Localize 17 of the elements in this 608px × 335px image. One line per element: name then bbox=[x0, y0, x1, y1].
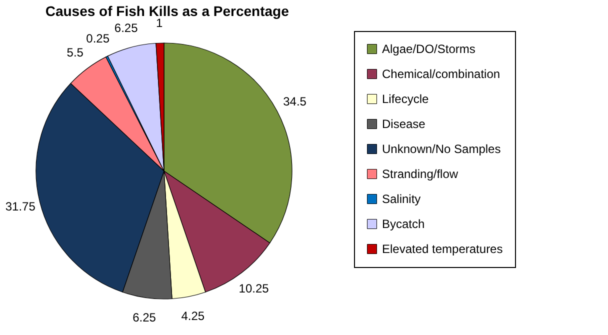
data-label: 4.25 bbox=[181, 309, 205, 324]
data-label: 34.5 bbox=[283, 94, 307, 109]
data-label: 0.25 bbox=[86, 32, 110, 46]
data-label: 5.5 bbox=[66, 46, 84, 60]
data-label: 6.25 bbox=[132, 310, 156, 325]
data-label: 6.25 bbox=[114, 20, 138, 35]
legend-label: Algae/DO/Storms bbox=[382, 42, 476, 56]
legend-label: Disease bbox=[382, 117, 426, 131]
legend-label: Lifecycle bbox=[382, 92, 430, 106]
data-label: 10.25 bbox=[238, 282, 270, 296]
data-label: 31.75 bbox=[5, 200, 36, 214]
legend-label: Stranding/flow bbox=[382, 167, 458, 181]
legend-label: Bycatch bbox=[382, 217, 425, 231]
legend-label: Elevated temperatures bbox=[382, 242, 503, 256]
legend-label: Unknown/No Samples bbox=[382, 142, 501, 156]
legend-label: Chemical/combination bbox=[382, 67, 500, 81]
legend-label: Salinity bbox=[382, 192, 421, 206]
